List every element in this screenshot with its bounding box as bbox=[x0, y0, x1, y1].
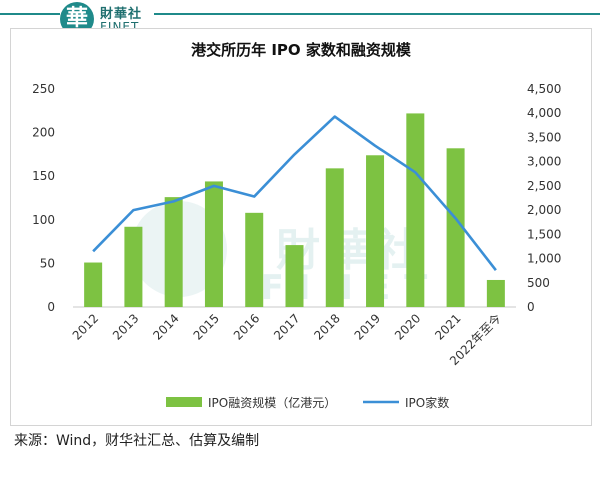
source-note: 来源：Wind，财华社汇总、估算及编制 bbox=[14, 433, 260, 449]
left-axis-tick-label: 0 bbox=[47, 300, 55, 314]
legend-label-bar: IPO融资规模（亿港元） bbox=[208, 395, 336, 410]
bar-ipo-funds bbox=[84, 262, 103, 307]
bar-ipo-funds bbox=[124, 226, 143, 307]
right-axis-tick-label: 2,000 bbox=[527, 203, 561, 217]
bar-ipo-funds bbox=[325, 168, 344, 307]
x-axis-tick-label: 2018 bbox=[311, 311, 342, 342]
right-axis-tick-label: 1,500 bbox=[527, 227, 561, 241]
legend-swatch-bar bbox=[166, 397, 202, 407]
bar-ipo-funds bbox=[285, 245, 304, 307]
chart-card: 財華社 FINET 港交所历年 IPO 家数和融资规模 0 50 100 150 200 250… bbox=[10, 28, 592, 426]
header-divider bbox=[0, 13, 600, 15]
bar-ipo-funds bbox=[164, 197, 183, 307]
chart-title: 港交所历年 IPO 家数和融资规模 bbox=[191, 41, 412, 59]
right-axis-tick-label: 3,500 bbox=[527, 130, 561, 144]
right-axis-tick-label: 0 bbox=[527, 300, 535, 314]
right-axis-tick-label: 2,500 bbox=[527, 179, 561, 193]
x-axis-tick-label: 2019 bbox=[352, 311, 383, 342]
bar-ipo-funds bbox=[204, 181, 223, 307]
left-axis-tick-label: 150 bbox=[32, 169, 55, 183]
right-axis-tick-label: 4,000 bbox=[527, 106, 561, 120]
left-axis-tick-label: 50 bbox=[40, 256, 55, 270]
x-axis-tick-label: 2016 bbox=[231, 311, 262, 342]
bar-ipo-funds bbox=[245, 212, 264, 307]
line-ipo-count bbox=[92, 115, 497, 271]
x-axis-tick-label: 2020 bbox=[392, 311, 423, 342]
x-axis-tick-label: 2017 bbox=[271, 311, 302, 342]
bar-ipo-funds bbox=[366, 155, 385, 307]
right-axis-tick-label: 4,500 bbox=[527, 82, 561, 96]
x-axis-tick-label: 2021 bbox=[432, 311, 463, 342]
finet-logo-name-cn: 財華社 bbox=[100, 7, 143, 22]
left-axis-tick-label: 250 bbox=[32, 82, 55, 96]
bar-ipo-funds bbox=[406, 113, 425, 307]
bar-ipo-funds bbox=[486, 279, 505, 307]
x-axis-tick-label: 2013 bbox=[110, 311, 141, 342]
legend-label-line: IPO家数 bbox=[405, 395, 449, 410]
x-axis-tick-label: 2015 bbox=[191, 311, 222, 342]
right-axis-tick-label: 1,000 bbox=[527, 252, 561, 266]
left-axis-tick-label: 200 bbox=[32, 126, 55, 140]
bar-ipo-funds bbox=[446, 148, 465, 307]
x-axis-tick-label: 2012 bbox=[70, 311, 101, 342]
right-axis-tick-label: 3,000 bbox=[527, 155, 561, 169]
right-axis-tick-label: 500 bbox=[527, 276, 550, 290]
x-axis-tick-label: 2014 bbox=[150, 311, 181, 342]
left-axis-tick-label: 100 bbox=[32, 213, 55, 227]
